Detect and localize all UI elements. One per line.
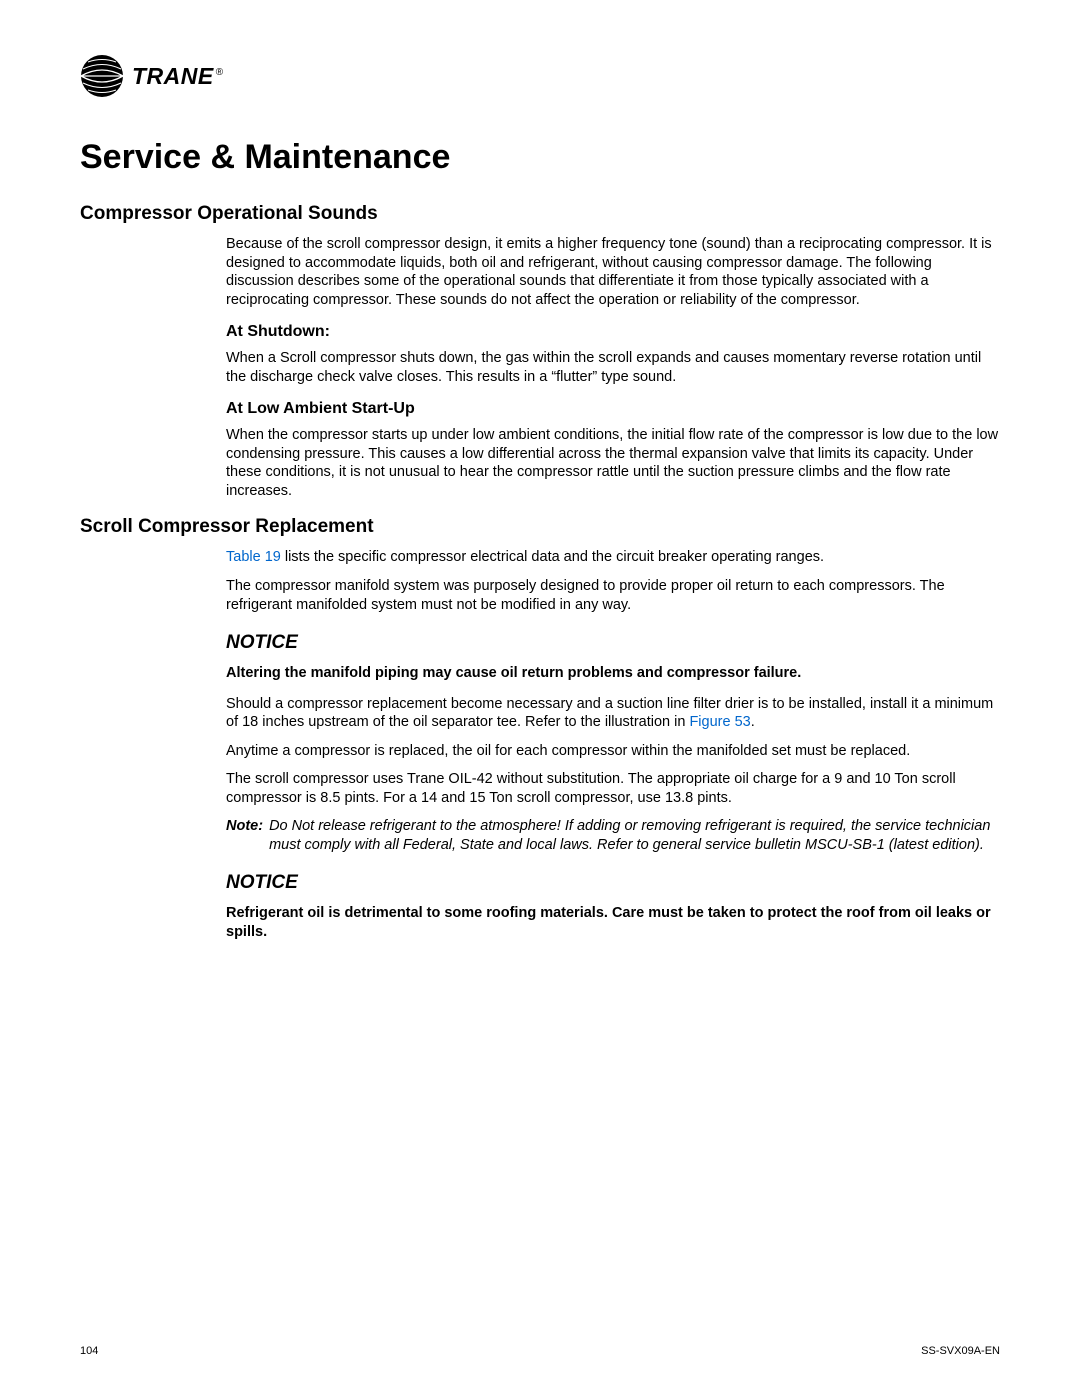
page-container: TRANE® Service & Maintenance Compressor … [0, 0, 1080, 1397]
page-footer: 104 SS-SVX09A-EN [80, 1345, 1000, 1357]
page-title: Service & Maintenance [80, 138, 1000, 177]
brand-logo: TRANE® [80, 54, 1000, 98]
table-ref-link[interactable]: Table 19 [226, 549, 281, 565]
paragraph: Anytime a compressor is replaced, the oi… [226, 742, 1000, 761]
paragraph: When the compressor starts up under low … [226, 426, 1000, 500]
figure-ref-link[interactable]: Figure 53 [689, 714, 750, 730]
brand-wordmark: TRANE® [132, 63, 224, 90]
body-block-1: Because of the scroll compressor design,… [226, 235, 1000, 500]
paragraph: Should a compressor replacement become n… [226, 695, 1000, 732]
globe-icon [80, 54, 124, 98]
notice-heading: NOTICE [226, 632, 1000, 654]
section-heading-replacement: Scroll Compressor Replacement [80, 516, 1000, 538]
paragraph: Because of the scroll compressor design,… [226, 235, 1000, 309]
text-span: Should a compressor replacement become n… [226, 696, 993, 731]
notice-heading: NOTICE [226, 872, 1000, 894]
paragraph: The scroll compressor uses Trane OIL-42 … [226, 770, 1000, 807]
subheading-low-ambient: At Low Ambient Start-Up [226, 400, 1000, 418]
paragraph: When a Scroll compressor shuts down, the… [226, 349, 1000, 386]
document-id: SS-SVX09A-EN [921, 1345, 1000, 1357]
text-span: . [751, 714, 755, 730]
note-body: Do Not release refrigerant to the atmosp… [269, 817, 1000, 854]
paragraph: Table 19 lists the specific compressor e… [226, 548, 1000, 567]
section-heading-operational-sounds: Compressor Operational Sounds [80, 203, 1000, 225]
note-label: Note: [226, 817, 263, 854]
notice-body: Refrigerant oil is detrimental to some r… [226, 904, 1000, 941]
note-row: Note: Do Not release refrigerant to the … [226, 817, 1000, 854]
body-block-2: Table 19 lists the specific compressor e… [226, 548, 1000, 941]
page-number: 104 [80, 1345, 98, 1357]
notice-body: Altering the manifold piping may cause o… [226, 664, 1000, 683]
subheading-shutdown: At Shutdown: [226, 323, 1000, 341]
text-span: lists the specific compressor electrical… [281, 549, 824, 565]
paragraph: The compressor manifold system was purpo… [226, 577, 1000, 614]
